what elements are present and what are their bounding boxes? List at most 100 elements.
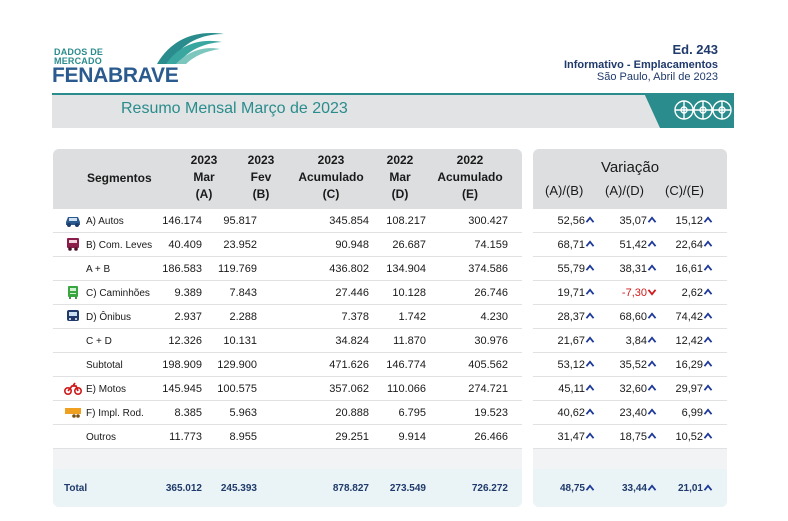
var-v1: 55,79 (557, 263, 585, 275)
total-d: 273.549 (389, 483, 426, 494)
logo-swoosh-icon (157, 33, 224, 64)
total-var-ab: 48,75 (559, 483, 585, 494)
up-arrow-icon (647, 384, 657, 391)
segments-table: Segmentos 2023 Mar (A) 2023 Fev (B) 2023 Acum… (53, 149, 522, 507)
table-row: E) Motos 145.945 100.575 357.062 110.066 274.… (53, 377, 522, 401)
variation-row: 40,62 23,40 6,99 (533, 401, 727, 425)
segment-label: C + D (86, 336, 112, 347)
cell-a: 145.945 (162, 383, 202, 395)
cell-c: 7.378 (341, 311, 369, 323)
col-header-b: 2023 Fev (B) (247, 153, 275, 201)
cell-a: 2.937 (174, 311, 202, 323)
var-v3: 2,62 (681, 287, 703, 299)
col-header-d: 2022 Mar (D) (386, 153, 414, 201)
segment-label: A) Autos (86, 216, 124, 227)
cell-d: 108.217 (386, 215, 426, 227)
variation-row: 53,12 35,52 16,29 (533, 353, 727, 377)
var-v2: 68,60 (619, 311, 647, 323)
segment-label: F) Impl. Rod. (86, 408, 144, 419)
up-arrow-icon (647, 240, 657, 247)
table-header: Segmentos 2023 Mar (A) 2023 Fev (B) 2023 Acum… (53, 149, 522, 209)
up-arrow-icon (703, 216, 713, 223)
up-arrow-icon (647, 336, 657, 343)
variation-col-ab: (A)/(B) (545, 183, 584, 198)
var-v2: 3,84 (625, 335, 647, 347)
var-v1: 31,47 (557, 431, 585, 443)
bus-icon (64, 309, 82, 323)
table-row: F) Impl. Rod. 8.385 5.963 20.888 6.795 19.523 (53, 401, 522, 425)
table-row: C) Caminhões 9.389 7.843 27.446 10.128 26.746 (53, 281, 522, 305)
up-arrow-icon (585, 384, 595, 391)
up-arrow-icon (585, 264, 595, 271)
col-header-e: 2022 Acumulado (E) (437, 153, 503, 201)
logo-brand: FENABRAVE (52, 64, 179, 87)
cell-b: 95.817 (223, 215, 257, 227)
truck-icon (64, 285, 82, 299)
variation-row: 68,71 51,42 22,64 (533, 233, 727, 257)
up-arrow-icon (585, 408, 595, 415)
page-title: Resumo Mensal Março de 2023 (121, 100, 348, 117)
variation-total-row: 48,75 33,44 21,01 (533, 469, 727, 507)
total-row: Total 365.012 245.393 878.827 273.549 72… (53, 469, 522, 507)
cell-c: 34.824 (335, 335, 369, 347)
var-v1: 28,37 (557, 311, 585, 323)
var-v3: 6,99 (681, 407, 703, 419)
cell-a: 186.583 (162, 263, 202, 275)
cell-c: 27.446 (335, 287, 369, 299)
up-arrow-icon (703, 312, 713, 319)
segment-label: E) Motos (86, 384, 127, 395)
cell-c: 20.888 (335, 407, 369, 419)
cell-b: 8.955 (229, 431, 257, 443)
banner-rule (52, 93, 647, 95)
var-v3: 15,12 (675, 215, 703, 227)
cell-a: 40.409 (168, 239, 202, 251)
table-row: A + B 186.583 119.769 436.802 134.904 374.586 (53, 257, 522, 281)
var-v2: 35,52 (619, 359, 647, 371)
cell-d: 11.870 (393, 335, 426, 347)
edition-label: Ed. 243 (672, 42, 718, 57)
table-row: A) Autos 146.174 95.817 345.854 108.217 300.4… (53, 209, 522, 233)
cell-a: 198.909 (162, 359, 202, 371)
up-arrow-icon (585, 484, 595, 491)
header-info: Ed. 243 Informativo - Emplacamentos São … (564, 42, 718, 83)
segment-label: D) Ônibus (86, 312, 132, 323)
var-v3: 16,29 (675, 359, 703, 371)
table-row: D) Ônibus 2.937 2.288 7.378 1.742 4.230 (53, 305, 522, 329)
van-icon (64, 237, 82, 251)
variation-row: 31,47 18,75 10,52 (533, 425, 727, 449)
cell-d: 9.914 (398, 431, 426, 443)
cell-b: 100.575 (217, 383, 257, 395)
report-subtitle: Informativo - Emplacamentos (563, 59, 718, 71)
var-v3: 10,52 (675, 431, 703, 443)
up-arrow-icon (703, 408, 713, 415)
var-v2: 38,31 (619, 263, 647, 275)
up-arrow-icon (585, 432, 595, 439)
table-row: B) Com. Leves 40.409 23.952 90.948 26.687 74.… (53, 233, 522, 257)
title-banner: Resumo Mensal Março de 2023 (52, 93, 734, 128)
col-header-a: 2023 Mar (A) (190, 153, 218, 201)
cell-d: 134.904 (386, 263, 426, 275)
cell-c: 436.802 (329, 263, 369, 275)
up-arrow-icon (585, 312, 595, 319)
up-arrow-icon (703, 288, 713, 295)
total-var-ad: 33,44 (621, 483, 647, 494)
var-v2: 18,75 (619, 431, 647, 443)
up-arrow-icon (585, 288, 595, 295)
up-arrow-icon (585, 216, 595, 223)
cell-b: 119.769 (218, 263, 257, 275)
total-c: 878.827 (332, 483, 369, 494)
total-a: 365.012 (165, 483, 202, 494)
segment-label: A + B (86, 264, 111, 275)
up-arrow-icon (647, 484, 657, 491)
var-v1: 53,12 (557, 359, 585, 371)
total-var-ce: 21,01 (677, 483, 703, 494)
var-v1: 45,11 (558, 383, 585, 395)
cell-a: 12.326 (168, 335, 202, 347)
segment-label: C) Caminhões (86, 288, 150, 299)
up-arrow-icon (585, 360, 595, 367)
var-v1: 19,71 (557, 287, 585, 299)
cell-c: 29.251 (335, 431, 369, 443)
var-v3: 29,97 (675, 383, 703, 395)
up-arrow-icon (585, 240, 595, 247)
var-v2: 32,60 (619, 383, 647, 395)
